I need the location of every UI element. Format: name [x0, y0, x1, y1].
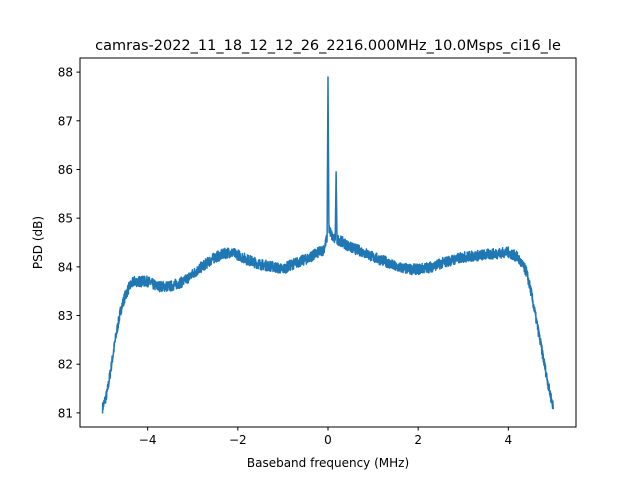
x-axis-label: Baseband frequency (MHz) [247, 456, 409, 470]
y-tick-label: 82 [58, 358, 73, 372]
y-tick-label: 86 [58, 163, 73, 177]
x-tick-label: 2 [414, 433, 422, 447]
x-axis: −4 −2 0 2 4 [139, 427, 512, 447]
x-tick-label: −2 [229, 433, 247, 447]
y-tick-label: 84 [58, 260, 73, 274]
y-axis-label: PSD (dB) [31, 216, 45, 269]
y-tick-label: 83 [58, 309, 73, 323]
y-tick-label: 88 [58, 66, 73, 80]
x-tick-label: 0 [324, 433, 332, 447]
chart-title: camras-2022_11_18_12_12_26_2216.000MHz_1… [95, 38, 561, 54]
y-tick-label: 81 [58, 406, 73, 420]
x-tick-label: −4 [139, 433, 157, 447]
y-axis: 81 82 83 84 85 86 87 88 [58, 66, 80, 420]
series-group [101, 76, 555, 414]
y-tick-label: 85 [58, 212, 73, 226]
psd-line [101, 76, 555, 414]
y-tick-label: 87 [58, 114, 73, 128]
x-tick-label: 4 [505, 433, 513, 447]
